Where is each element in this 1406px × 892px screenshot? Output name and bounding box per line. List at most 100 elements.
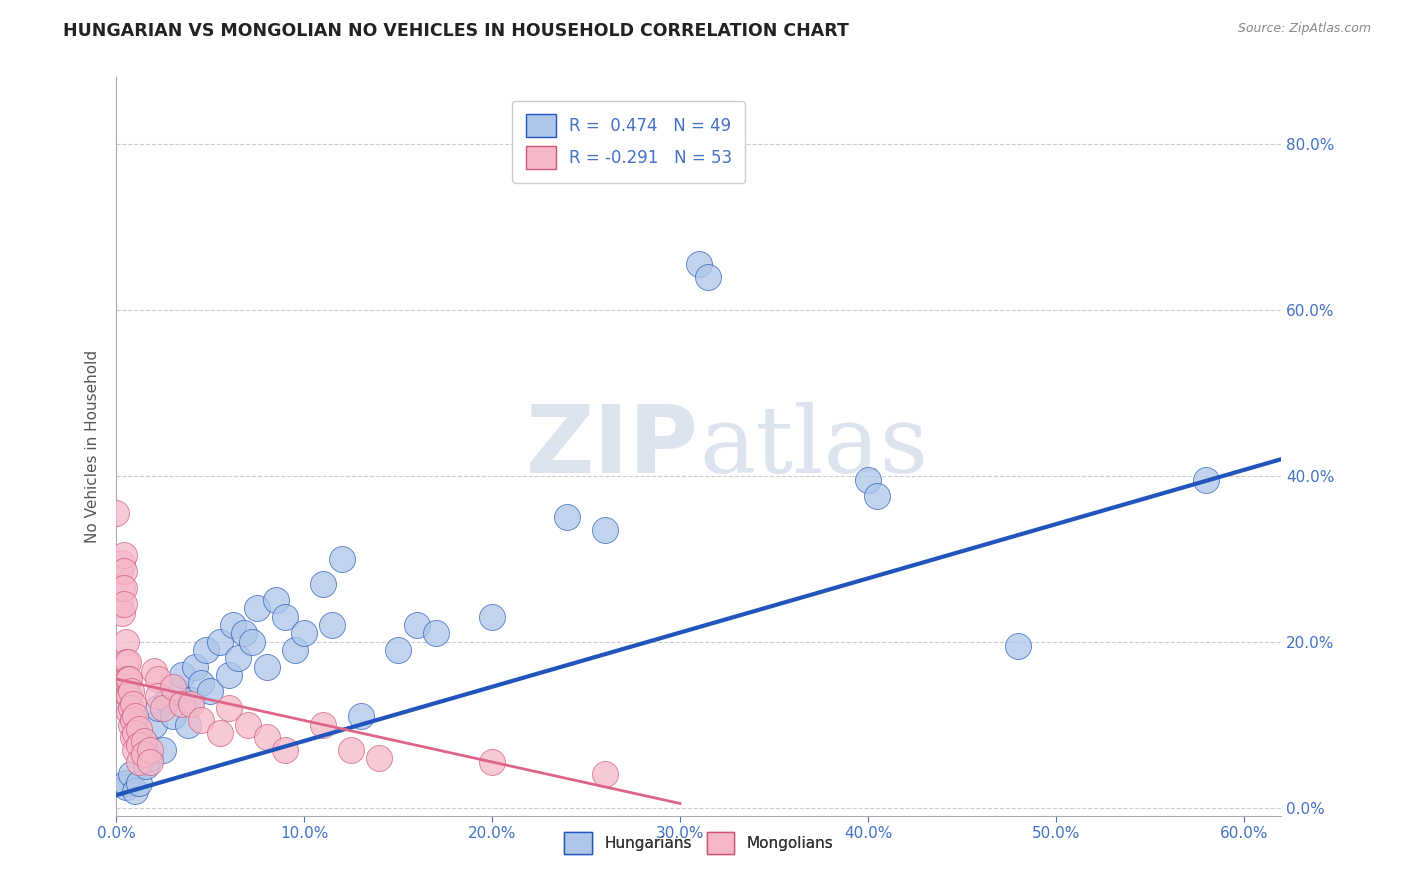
Point xyxy=(228,651,250,665)
Point xyxy=(321,618,343,632)
Point xyxy=(114,634,136,648)
Point xyxy=(108,564,131,578)
Point xyxy=(142,664,165,678)
Point xyxy=(117,689,139,703)
Point xyxy=(200,684,222,698)
Point xyxy=(481,755,503,769)
Point xyxy=(162,709,184,723)
Point xyxy=(284,643,307,657)
Point xyxy=(208,726,231,740)
Point xyxy=(195,643,218,657)
Point xyxy=(108,597,131,611)
Text: ZIP: ZIP xyxy=(526,401,699,492)
Point xyxy=(208,634,231,648)
Point xyxy=(256,730,278,744)
Point xyxy=(117,672,139,686)
Point xyxy=(349,709,371,723)
Point xyxy=(112,597,135,611)
Point xyxy=(122,730,145,744)
Point xyxy=(170,668,193,682)
Point xyxy=(274,609,297,624)
Point xyxy=(120,717,142,731)
Point xyxy=(222,618,245,632)
Point xyxy=(114,656,136,670)
Point xyxy=(312,717,335,731)
Point xyxy=(152,742,174,756)
Point xyxy=(124,742,146,756)
Point xyxy=(190,714,212,728)
Point xyxy=(256,659,278,673)
Point xyxy=(481,609,503,624)
Point xyxy=(152,701,174,715)
Point xyxy=(112,548,135,562)
Text: atlas: atlas xyxy=(699,401,928,491)
Point xyxy=(162,681,184,695)
Point xyxy=(142,717,165,731)
Point xyxy=(118,672,141,686)
Point xyxy=(111,556,134,570)
Point xyxy=(312,576,335,591)
Point xyxy=(111,581,134,595)
Point xyxy=(165,684,187,698)
Point xyxy=(112,581,135,595)
Legend: Hungarians, Mongolians: Hungarians, Mongolians xyxy=(558,826,839,860)
Point xyxy=(112,564,135,578)
Point xyxy=(128,755,150,769)
Point xyxy=(128,739,150,753)
Point xyxy=(105,506,128,520)
Point xyxy=(170,697,193,711)
Point xyxy=(118,689,141,703)
Point xyxy=(246,601,269,615)
Point xyxy=(264,593,287,607)
Point xyxy=(555,510,578,524)
Point xyxy=(139,742,162,756)
Text: Source: ZipAtlas.com: Source: ZipAtlas.com xyxy=(1237,22,1371,36)
Point xyxy=(122,697,145,711)
Point xyxy=(330,551,353,566)
Point xyxy=(180,692,202,706)
Point xyxy=(117,656,139,670)
Point xyxy=(406,618,429,632)
Point xyxy=(128,722,150,736)
Point xyxy=(218,701,240,715)
Point xyxy=(866,490,889,504)
Point xyxy=(184,659,207,673)
Point xyxy=(128,775,150,789)
Point xyxy=(146,672,169,686)
Point xyxy=(240,634,263,648)
Point xyxy=(368,751,391,765)
Point xyxy=(124,726,146,740)
Point xyxy=(146,701,169,715)
Point xyxy=(176,717,198,731)
Point xyxy=(120,767,142,781)
Point xyxy=(1007,639,1029,653)
Point xyxy=(134,734,156,748)
Point xyxy=(146,689,169,703)
Point xyxy=(1195,473,1218,487)
Point xyxy=(120,701,142,715)
Y-axis label: No Vehicles in Household: No Vehicles in Household xyxy=(86,350,100,543)
Point xyxy=(134,747,156,761)
Point xyxy=(190,676,212,690)
Point xyxy=(135,759,157,773)
Point xyxy=(233,626,256,640)
Point xyxy=(593,767,616,781)
Point xyxy=(340,742,363,756)
Point xyxy=(124,784,146,798)
Point xyxy=(593,523,616,537)
Point xyxy=(120,684,142,698)
Point xyxy=(134,734,156,748)
Point xyxy=(114,780,136,794)
Point xyxy=(156,692,179,706)
Point xyxy=(274,742,297,756)
Point xyxy=(425,626,447,640)
Point xyxy=(118,705,141,719)
Point xyxy=(688,257,710,271)
Point xyxy=(218,668,240,682)
Point xyxy=(139,755,162,769)
Point xyxy=(114,775,136,789)
Point xyxy=(114,672,136,686)
Text: HUNGARIAN VS MONGOLIAN NO VEHICLES IN HOUSEHOLD CORRELATION CHART: HUNGARIAN VS MONGOLIAN NO VEHICLES IN HO… xyxy=(63,22,849,40)
Point xyxy=(236,717,259,731)
Point xyxy=(292,626,315,640)
